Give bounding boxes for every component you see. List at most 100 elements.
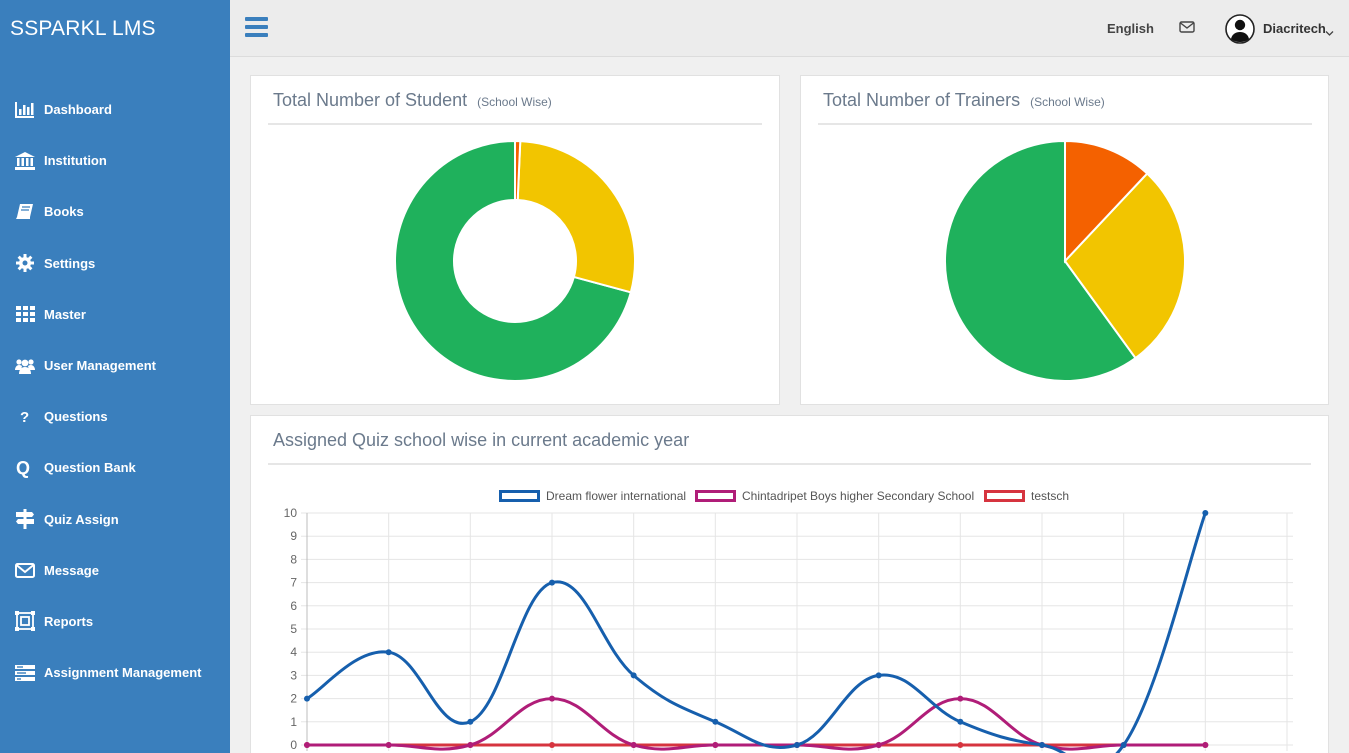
legend-item-series-0[interactable]: Dream flower international bbox=[499, 489, 686, 503]
sidebar-item-books[interactable]: Books bbox=[0, 186, 230, 237]
assignment-icon bbox=[14, 663, 36, 683]
sidebar-item-label: Dashboard bbox=[44, 102, 112, 118]
menu-toggle-icon[interactable] bbox=[245, 17, 268, 37]
sidebar-item-label: Message bbox=[44, 562, 99, 578]
language-selector[interactable]: English bbox=[1107, 21, 1154, 36]
data-point[interactable] bbox=[385, 649, 392, 656]
y-tick-label: 7 bbox=[290, 576, 297, 590]
sidebar-item-user-management[interactable]: User Management bbox=[0, 340, 230, 391]
sidebar-item-reports[interactable]: Reports bbox=[0, 596, 230, 647]
data-point[interactable] bbox=[385, 742, 392, 748]
sidebar-item-label: User Management bbox=[44, 358, 156, 374]
divider bbox=[818, 123, 1312, 125]
data-point[interactable] bbox=[630, 742, 637, 748]
data-point[interactable] bbox=[1120, 742, 1127, 748]
data-point[interactable] bbox=[1202, 510, 1209, 516]
y-tick-label: 9 bbox=[290, 529, 297, 543]
data-point[interactable] bbox=[712, 742, 719, 748]
y-tick-label: 5 bbox=[290, 622, 297, 636]
brand-logo[interactable]: SSPARKL LMS bbox=[10, 17, 156, 40]
mail-icon[interactable] bbox=[1179, 20, 1195, 34]
grid-icon bbox=[14, 304, 36, 324]
sidebar-item-master[interactable]: Master bbox=[0, 289, 230, 340]
legend-item-series-1[interactable]: Chintadripet Boys higher Secondary Schoo… bbox=[695, 489, 974, 503]
divider bbox=[268, 123, 762, 125]
sidebar-item-label: Reports bbox=[44, 613, 94, 629]
sidebar-item-label: Assignment Management bbox=[44, 665, 202, 681]
avatar[interactable] bbox=[1225, 14, 1255, 44]
y-tick-label: 2 bbox=[290, 692, 297, 706]
students-panel: Total Number of Student (School Wise) bbox=[250, 75, 780, 405]
sidebar: SSPARKL LMS Dashboard Institution Books … bbox=[0, 0, 230, 753]
data-point[interactable] bbox=[304, 695, 310, 702]
data-point[interactable] bbox=[549, 579, 555, 586]
reports-icon bbox=[14, 611, 36, 632]
chevron-down-icon[interactable] bbox=[1325, 24, 1334, 36]
data-point[interactable] bbox=[1039, 742, 1045, 748]
data-point[interactable] bbox=[549, 742, 555, 748]
sidebar-nav: Dashboard Institution Books Settings Mas… bbox=[0, 84, 230, 698]
y-tick-label: 8 bbox=[290, 552, 297, 566]
quiz-line-chart: 0 1 2 3 4 5 6 7 8 9 10 bbox=[284, 506, 1293, 753]
signpost-icon bbox=[14, 509, 36, 530]
pie-slice[interactable] bbox=[516, 140, 636, 294]
sidebar-item-settings[interactable]: Settings bbox=[0, 238, 230, 289]
pie-slice[interactable] bbox=[1064, 139, 1149, 264]
data-point[interactable] bbox=[549, 695, 555, 702]
data-point[interactable] bbox=[1202, 742, 1209, 748]
panel-title: Total Number of Trainers (School Wise) bbox=[823, 90, 1105, 111]
sidebar-item-quiz-assign[interactable]: Quiz Assign bbox=[0, 494, 230, 545]
data-point[interactable] bbox=[957, 742, 964, 748]
y-tick-label: 3 bbox=[290, 668, 297, 682]
pie-slice[interactable] bbox=[944, 139, 1137, 382]
quiz-panel-title: Assigned Quiz school wise in current aca… bbox=[273, 430, 690, 450]
data-point[interactable] bbox=[630, 672, 637, 679]
sidebar-item-label: Master bbox=[44, 306, 86, 322]
legend-item-series-2[interactable]: testsch bbox=[984, 489, 1069, 503]
sidebar-item-questions[interactable]: ? Questions bbox=[0, 391, 230, 442]
sidebar-item-institution[interactable]: Institution bbox=[0, 135, 230, 186]
sidebar-item-label: Questions bbox=[44, 409, 108, 425]
data-point[interactable] bbox=[467, 718, 474, 725]
sidebar-item-assignment-management[interactable]: Assignment Management bbox=[0, 647, 230, 698]
data-point[interactable] bbox=[957, 695, 964, 702]
data-point[interactable] bbox=[875, 672, 882, 679]
panel-title: Total Number of Student (School Wise) bbox=[273, 90, 552, 111]
svg-text:?: ? bbox=[20, 409, 29, 426]
legend-swatch bbox=[695, 490, 736, 502]
top-bar: English Diacritech bbox=[230, 0, 1349, 57]
users-icon bbox=[14, 356, 36, 376]
sidebar-item-question-bank[interactable]: Q Question Bank bbox=[0, 442, 230, 493]
data-point[interactable] bbox=[712, 718, 719, 725]
y-tick-label: 1 bbox=[290, 715, 297, 729]
sidebar-item-label: Question Bank bbox=[44, 460, 136, 476]
legend-label: Chintadripet Boys higher Secondary Schoo… bbox=[742, 489, 975, 503]
series-line[interactable] bbox=[306, 512, 1207, 753]
user-name[interactable]: Diacritech bbox=[1263, 21, 1326, 36]
students-doughnut-chart bbox=[394, 139, 636, 382]
pie-slice[interactable] bbox=[514, 139, 522, 202]
sidebar-item-label: Quiz Assign bbox=[44, 511, 119, 527]
y-tick-label: 10 bbox=[284, 506, 298, 520]
sidebar-item-label: Settings bbox=[44, 255, 96, 271]
legend-label: testsch bbox=[1031, 489, 1070, 503]
bar-chart-icon bbox=[14, 100, 36, 120]
divider bbox=[268, 463, 1311, 465]
sidebar-item-dashboard[interactable]: Dashboard bbox=[0, 84, 230, 135]
data-point[interactable] bbox=[957, 718, 964, 725]
gear-icon bbox=[14, 253, 36, 273]
y-tick-label: 0 bbox=[290, 738, 297, 752]
legend-label: Dream flower international bbox=[546, 489, 687, 503]
legend-swatch bbox=[499, 490, 540, 502]
pie-slice[interactable] bbox=[1063, 172, 1186, 360]
data-point[interactable] bbox=[794, 742, 800, 748]
pie-slice[interactable] bbox=[394, 139, 633, 382]
legend-swatch bbox=[984, 490, 1025, 502]
data-point[interactable] bbox=[304, 742, 310, 748]
data-point[interactable] bbox=[875, 742, 882, 748]
sidebar-item-message[interactable]: Message bbox=[0, 545, 230, 596]
y-tick-label: 4 bbox=[290, 645, 297, 659]
book-icon bbox=[14, 202, 36, 222]
data-point[interactable] bbox=[467, 742, 474, 748]
trainers-panel: Total Number of Trainers (School Wise) bbox=[800, 75, 1329, 405]
